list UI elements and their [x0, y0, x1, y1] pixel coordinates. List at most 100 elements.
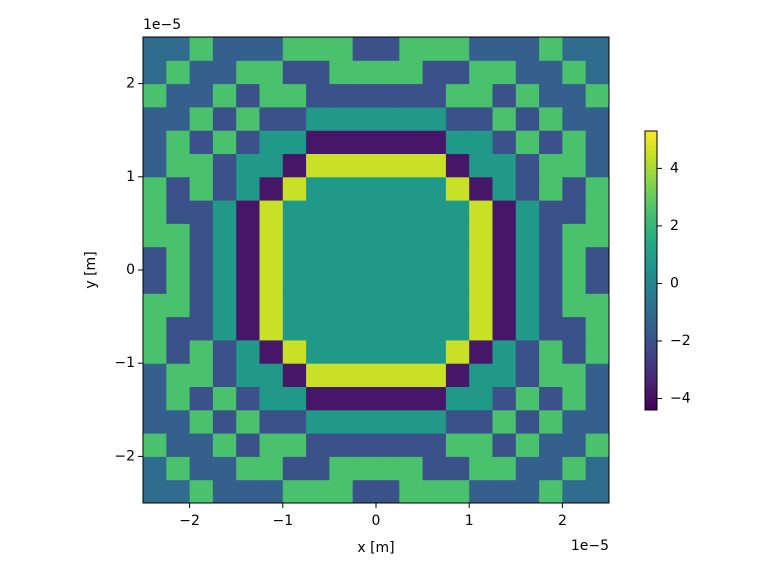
heatmap-cell [352, 386, 377, 411]
heatmap-cell [236, 363, 260, 387]
heatmap-cell [539, 223, 563, 248]
heatmap-cell [352, 176, 377, 201]
heatmap-cell [445, 339, 470, 364]
heatmap-cell [352, 223, 377, 248]
heatmap-cell [282, 176, 307, 201]
heatmap-cell [189, 153, 214, 178]
heatmap-cell [166, 106, 191, 131]
heatmap-cell [236, 456, 260, 481]
heatmap-cell [329, 456, 354, 481]
heatmap-cell [562, 316, 587, 341]
heatmap-cell [259, 456, 284, 481]
heatmap-cell [143, 200, 167, 224]
heatmap-cell [562, 176, 587, 201]
heatmap-cell [515, 37, 540, 61]
heatmap-cell [212, 153, 237, 178]
heatmap-cell [306, 339, 330, 364]
heatmap-cell [352, 433, 377, 457]
heatmap-cell [376, 339, 400, 364]
heatmap-cell [562, 106, 587, 131]
heatmap-cell [492, 200, 517, 224]
heatmap-cell [422, 223, 447, 248]
heatmap-cell [562, 200, 587, 224]
heatmap-cell [306, 176, 330, 201]
heatmap-cell [445, 293, 470, 318]
heatmap-cell [212, 293, 237, 318]
heatmap-cell [189, 293, 214, 318]
heatmap-cell [189, 60, 214, 85]
heatmap-cell [212, 83, 237, 108]
heatmap-cell [562, 479, 587, 504]
heatmap-cell [422, 200, 447, 224]
heatmap-cell [212, 246, 237, 271]
heatmap [143, 37, 610, 504]
heatmap-cell [212, 316, 237, 341]
heatmap-cell [329, 363, 354, 387]
heatmap-cell [515, 363, 540, 387]
heatmap-cell [329, 60, 354, 85]
heatmap-cell [422, 433, 447, 457]
heatmap-cell [259, 409, 284, 434]
heatmap-cell [376, 200, 400, 224]
heatmap-cell [282, 386, 307, 411]
heatmap-cell [492, 456, 517, 481]
heatmap-cell [282, 200, 307, 224]
heatmap-cell [166, 386, 191, 411]
heatmap-cell [166, 293, 191, 318]
heatmap-cell [166, 153, 191, 178]
heatmap-cell [143, 246, 167, 271]
heatmap-cell [352, 37, 377, 61]
heatmap-cell [562, 37, 587, 61]
heatmap-cell [189, 433, 214, 457]
heatmap-cell [189, 83, 214, 108]
heatmap-cell [143, 386, 167, 411]
heatmap-cell [539, 386, 563, 411]
heatmap-cell [166, 176, 191, 201]
heatmap-cell [399, 106, 424, 131]
heatmap-cell [469, 60, 493, 85]
heatmap-cell [515, 176, 540, 201]
heatmap-cell [143, 433, 167, 457]
heatmap-cell [422, 293, 447, 318]
heatmap-cell [236, 270, 260, 294]
heatmap-cell [399, 176, 424, 201]
heatmap-cell [585, 153, 610, 178]
heatmap-cell [445, 433, 470, 457]
heatmap-cell [376, 60, 400, 85]
heatmap-cell [143, 339, 167, 364]
heatmap-cell [329, 223, 354, 248]
heatmap-cell [189, 106, 214, 131]
heatmap-cell [562, 409, 587, 434]
heatmap-cell [329, 270, 354, 294]
heatmap-cell [352, 106, 377, 131]
heatmap-cell [492, 60, 517, 85]
heatmap-cell [492, 223, 517, 248]
heatmap-cell [469, 339, 493, 364]
heatmap-cell [399, 479, 424, 504]
heatmap-cell [166, 37, 191, 61]
heatmap-cell [189, 456, 214, 481]
heatmap-cell [515, 153, 540, 178]
heatmap-cell [352, 60, 377, 85]
heatmap-cell [189, 176, 214, 201]
heatmap-cell [376, 433, 400, 457]
heatmap-cell [539, 176, 563, 201]
y-tick-label: 2 [126, 76, 135, 92]
heatmap-cell [306, 246, 330, 271]
y-tick-label: −1 [114, 355, 135, 371]
heatmap-cell [282, 456, 307, 481]
heatmap-cell [329, 130, 354, 154]
heatmap-cell [585, 270, 610, 294]
heatmap-cell [259, 223, 284, 248]
heatmap-cell [236, 293, 260, 318]
heatmap-cell [259, 363, 284, 387]
heatmap-cell [329, 479, 354, 504]
heatmap-cell [492, 176, 517, 201]
heatmap-cell [189, 130, 214, 154]
heatmap-cell [585, 130, 610, 154]
heatmap-cell [469, 246, 493, 271]
heatmap-cell [189, 339, 214, 364]
heatmap-cell [515, 60, 540, 85]
heatmap-cell [539, 246, 563, 271]
heatmap-cell [469, 37, 493, 61]
